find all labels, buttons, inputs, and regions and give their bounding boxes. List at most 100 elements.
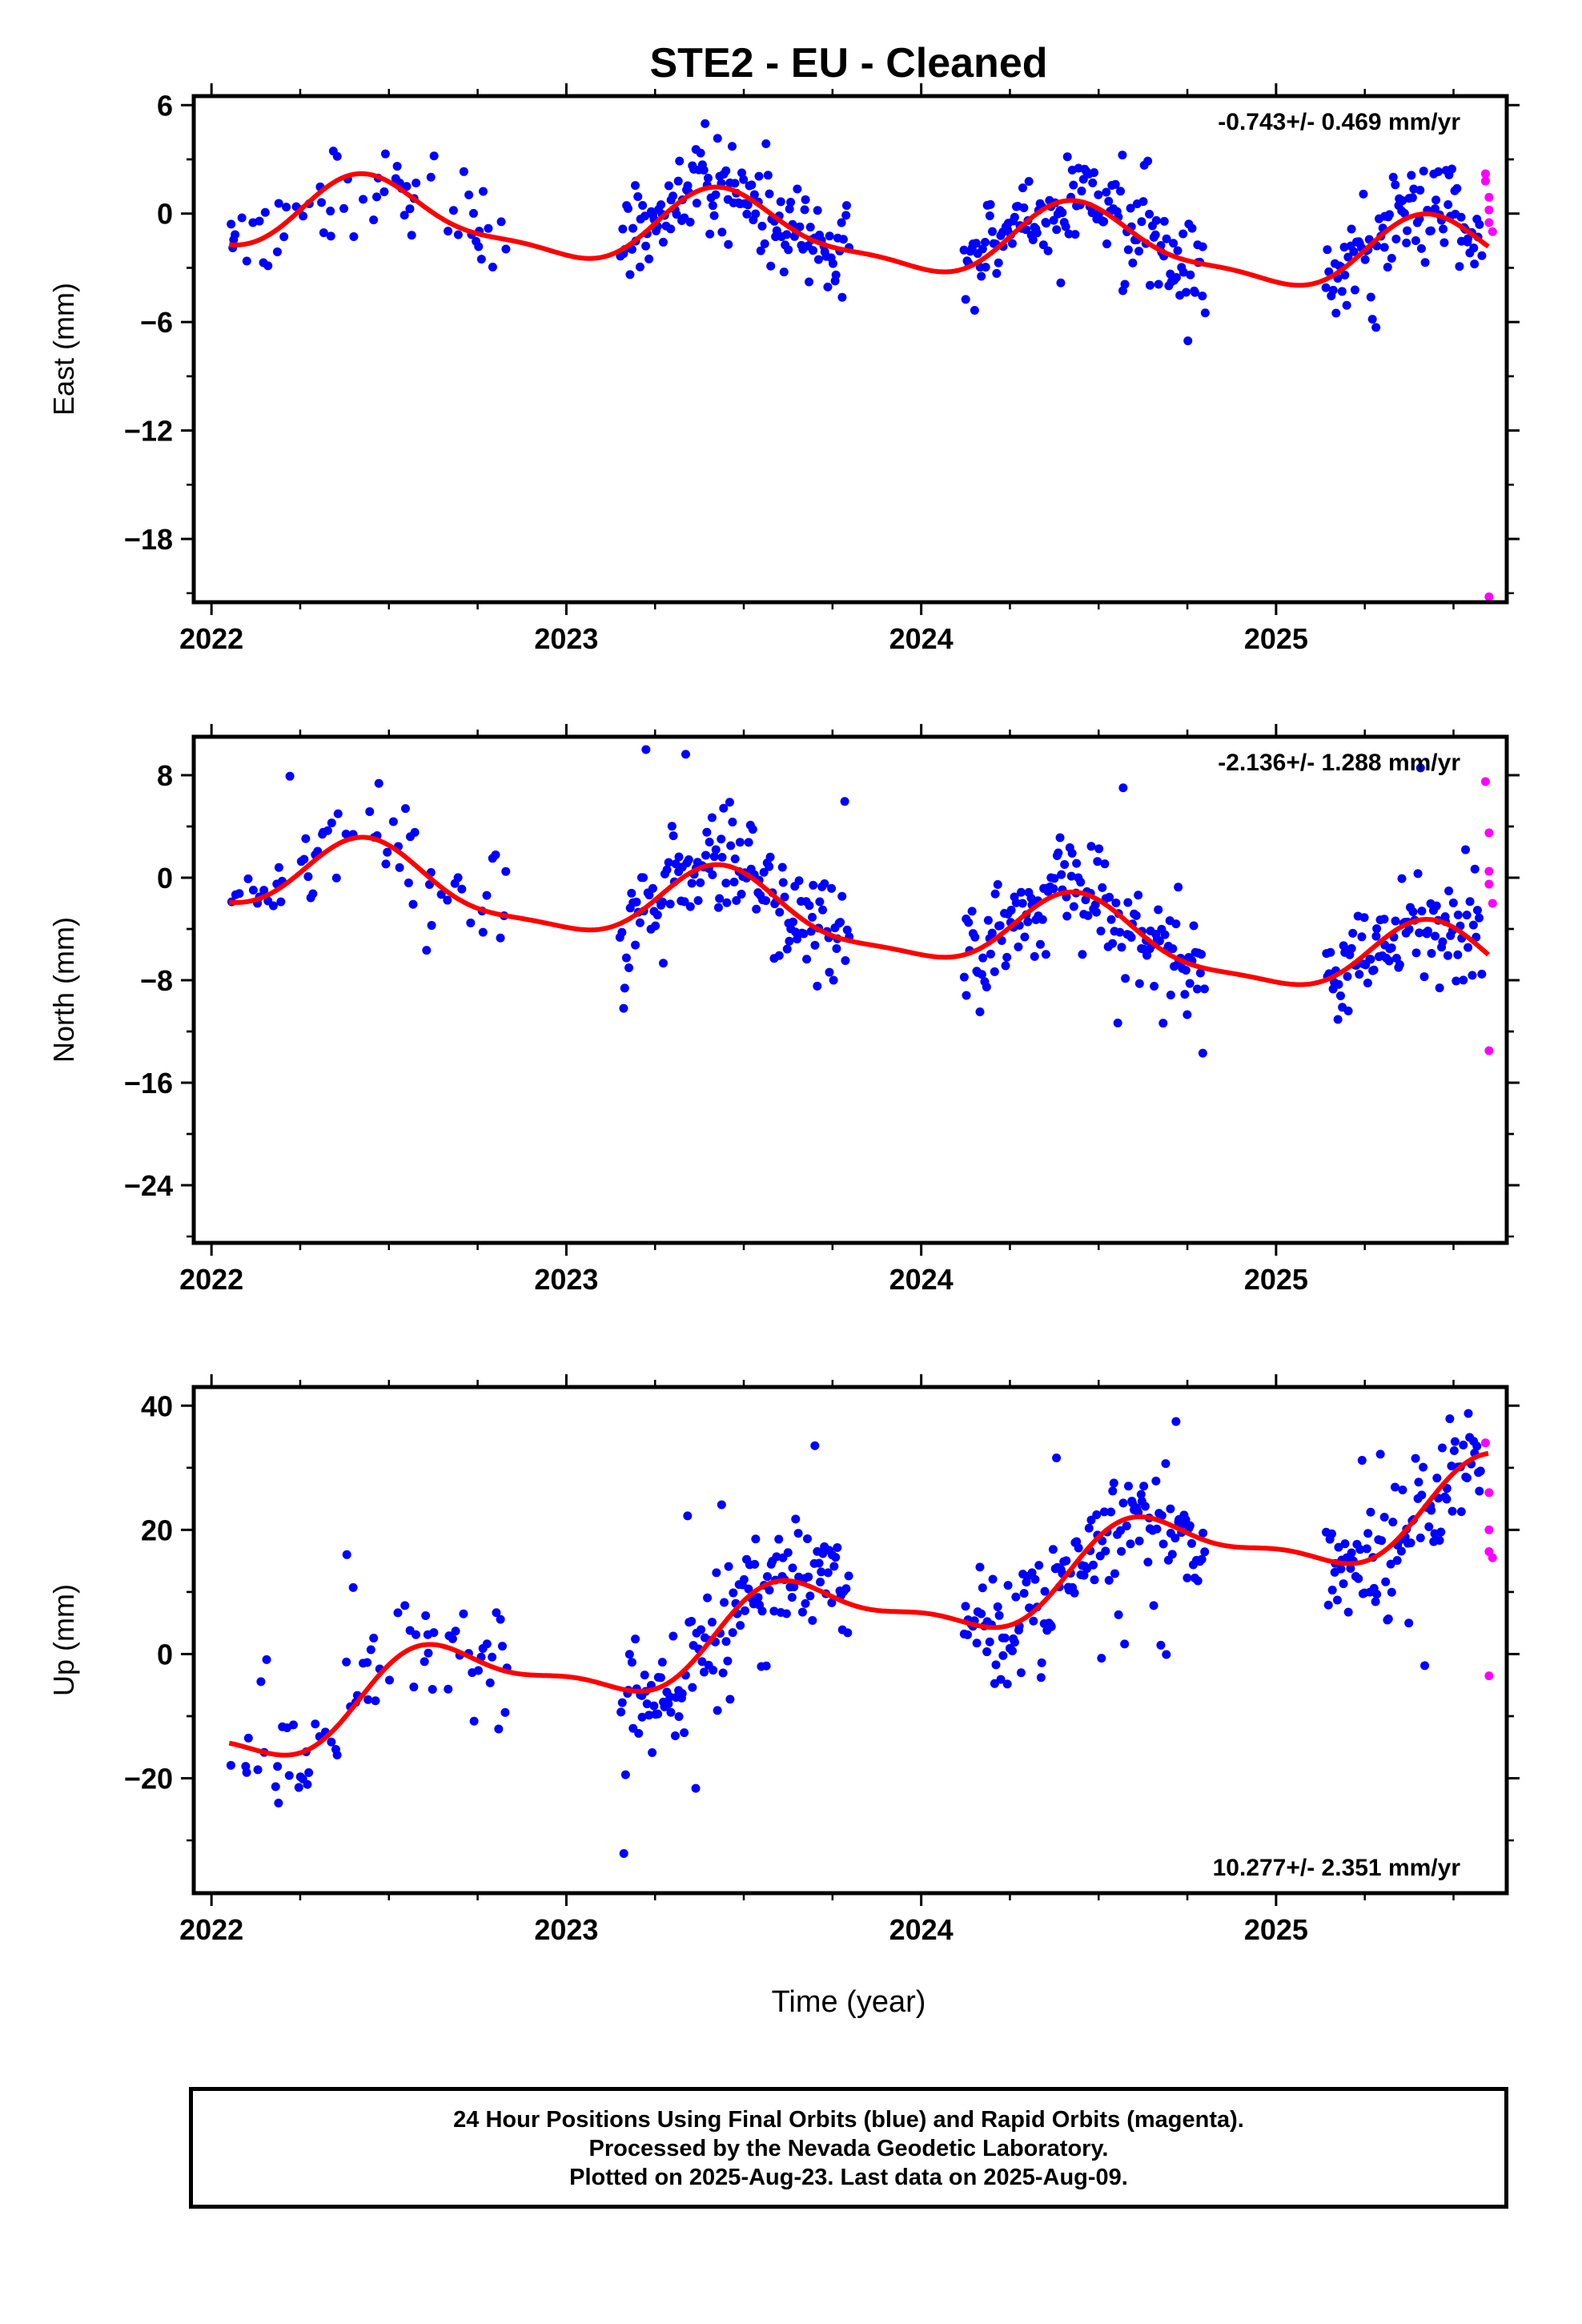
final-orbit-point: [1055, 833, 1065, 842]
final-orbit-point: [978, 244, 987, 254]
final-orbit-point: [766, 261, 776, 271]
final-orbit-point: [813, 255, 823, 264]
final-orbit-point: [721, 1637, 731, 1647]
final-orbit-point: [1011, 898, 1021, 907]
x-tick-label: 2023: [534, 622, 598, 655]
final-orbit-point: [736, 1621, 745, 1630]
final-orbit-point: [747, 180, 757, 190]
final-orbit-point: [751, 1534, 761, 1544]
final-orbit-point: [1431, 195, 1441, 205]
final-orbit-point: [1072, 858, 1082, 868]
final-orbit-point: [688, 1683, 697, 1692]
final-orbit-point: [339, 203, 348, 213]
rapid-orbit-point: [1484, 1488, 1494, 1498]
final-orbit-point: [730, 854, 740, 863]
final-orbit-point: [1475, 1486, 1484, 1496]
y-tick-label: −6: [140, 306, 173, 339]
final-orbit-point: [1391, 916, 1400, 926]
final-orbit-point: [709, 852, 719, 862]
final-orbit-point: [1178, 229, 1188, 239]
final-orbit-point: [632, 897, 641, 907]
final-orbit-point: [810, 940, 820, 950]
final-orbit-point: [970, 932, 980, 942]
final-orbit-point: [1043, 246, 1053, 255]
final-orbit-point: [1323, 245, 1332, 255]
final-orbit-point: [319, 228, 328, 238]
final-orbit-point: [1417, 1490, 1427, 1500]
final-orbit-point: [795, 222, 805, 231]
final-orbit-point: [226, 1760, 235, 1770]
final-orbit-point: [369, 215, 379, 225]
rapid-orbit-point: [1484, 1046, 1494, 1055]
y-tick-label: −12: [124, 415, 173, 448]
final-orbit-point: [1049, 215, 1058, 225]
final-orbit-point: [1415, 185, 1425, 195]
final-orbit-point: [1136, 1490, 1146, 1499]
final-orbit-point: [374, 778, 383, 788]
final-orbit-point: [323, 826, 332, 835]
final-orbit-point: [371, 1696, 380, 1706]
final-orbit-point: [651, 921, 661, 931]
final-orbit-point: [753, 1593, 763, 1602]
final-orbit-point: [702, 827, 712, 837]
final-orbit-point: [642, 1699, 652, 1709]
final-orbit-point: [971, 239, 981, 248]
final-orbit-point: [1098, 883, 1107, 892]
final-orbit-point: [274, 862, 283, 872]
final-orbit-point: [422, 946, 432, 955]
final-orbit-point: [1477, 969, 1487, 979]
final-orbit-point: [1411, 1454, 1420, 1463]
final-orbit-point: [658, 897, 668, 907]
final-orbit-point: [421, 1610, 431, 1620]
final-orbit-point: [705, 229, 715, 239]
final-orbit-point: [1028, 235, 1038, 244]
final-orbit-point: [424, 1648, 433, 1658]
final-orbit-point: [987, 928, 997, 938]
final-orbit-point: [782, 230, 792, 239]
final-orbit-point: [831, 270, 841, 279]
final-orbit-point: [259, 886, 269, 895]
final-orbit-point: [1062, 911, 1072, 921]
final-orbit-point: [285, 771, 295, 781]
final-orbit-point: [752, 904, 761, 914]
final-orbit-point: [1171, 919, 1181, 929]
final-orbit-point: [765, 862, 774, 871]
final-orbit-point: [1123, 1482, 1133, 1491]
final-orbit-point: [793, 1529, 803, 1538]
final-orbit-point: [799, 929, 809, 939]
final-orbit-point: [1088, 178, 1098, 187]
final-orbit-point: [669, 191, 678, 201]
final-orbit-point: [1419, 167, 1428, 176]
final-orbit-point: [808, 912, 817, 922]
final-orbit-point: [742, 209, 752, 219]
final-orbit-point: [1092, 1510, 1102, 1520]
final-orbit-point: [274, 199, 283, 208]
final-orbit-point: [648, 1747, 657, 1757]
y-tick-label: 0: [157, 198, 173, 231]
final-orbit-point: [1439, 224, 1448, 234]
y-tick-label: −16: [124, 1067, 173, 1100]
final-orbit-point: [993, 880, 1002, 890]
final-orbit-point: [1191, 287, 1200, 297]
final-orbit-point: [1083, 911, 1093, 920]
final-orbit-point: [1066, 871, 1076, 881]
final-orbit-point: [656, 1673, 665, 1683]
final-orbit-point: [696, 148, 705, 158]
final-orbit-point: [680, 1728, 689, 1738]
final-orbit-point: [762, 1572, 772, 1582]
footer-line-2: Processed by the Nevada Geodetic Laborat…: [588, 2136, 1109, 2161]
final-orbit-point: [1076, 878, 1086, 887]
final-orbit-point: [801, 195, 810, 204]
final-orbit-point: [666, 224, 676, 234]
rapid-orbit-point: [1488, 899, 1497, 908]
final-orbit-point: [1052, 1453, 1062, 1462]
model-fit-curve: [228, 171, 1490, 288]
final-orbit-point: [1200, 308, 1210, 318]
final-orbit-point: [1030, 951, 1039, 961]
final-orbit-point: [1200, 1547, 1210, 1557]
final-orbit-point: [977, 970, 986, 979]
final-orbit-point: [466, 918, 476, 927]
final-orbit-point: [664, 181, 673, 191]
final-orbit-point: [494, 1724, 504, 1734]
final-orbit-point: [637, 1712, 647, 1722]
